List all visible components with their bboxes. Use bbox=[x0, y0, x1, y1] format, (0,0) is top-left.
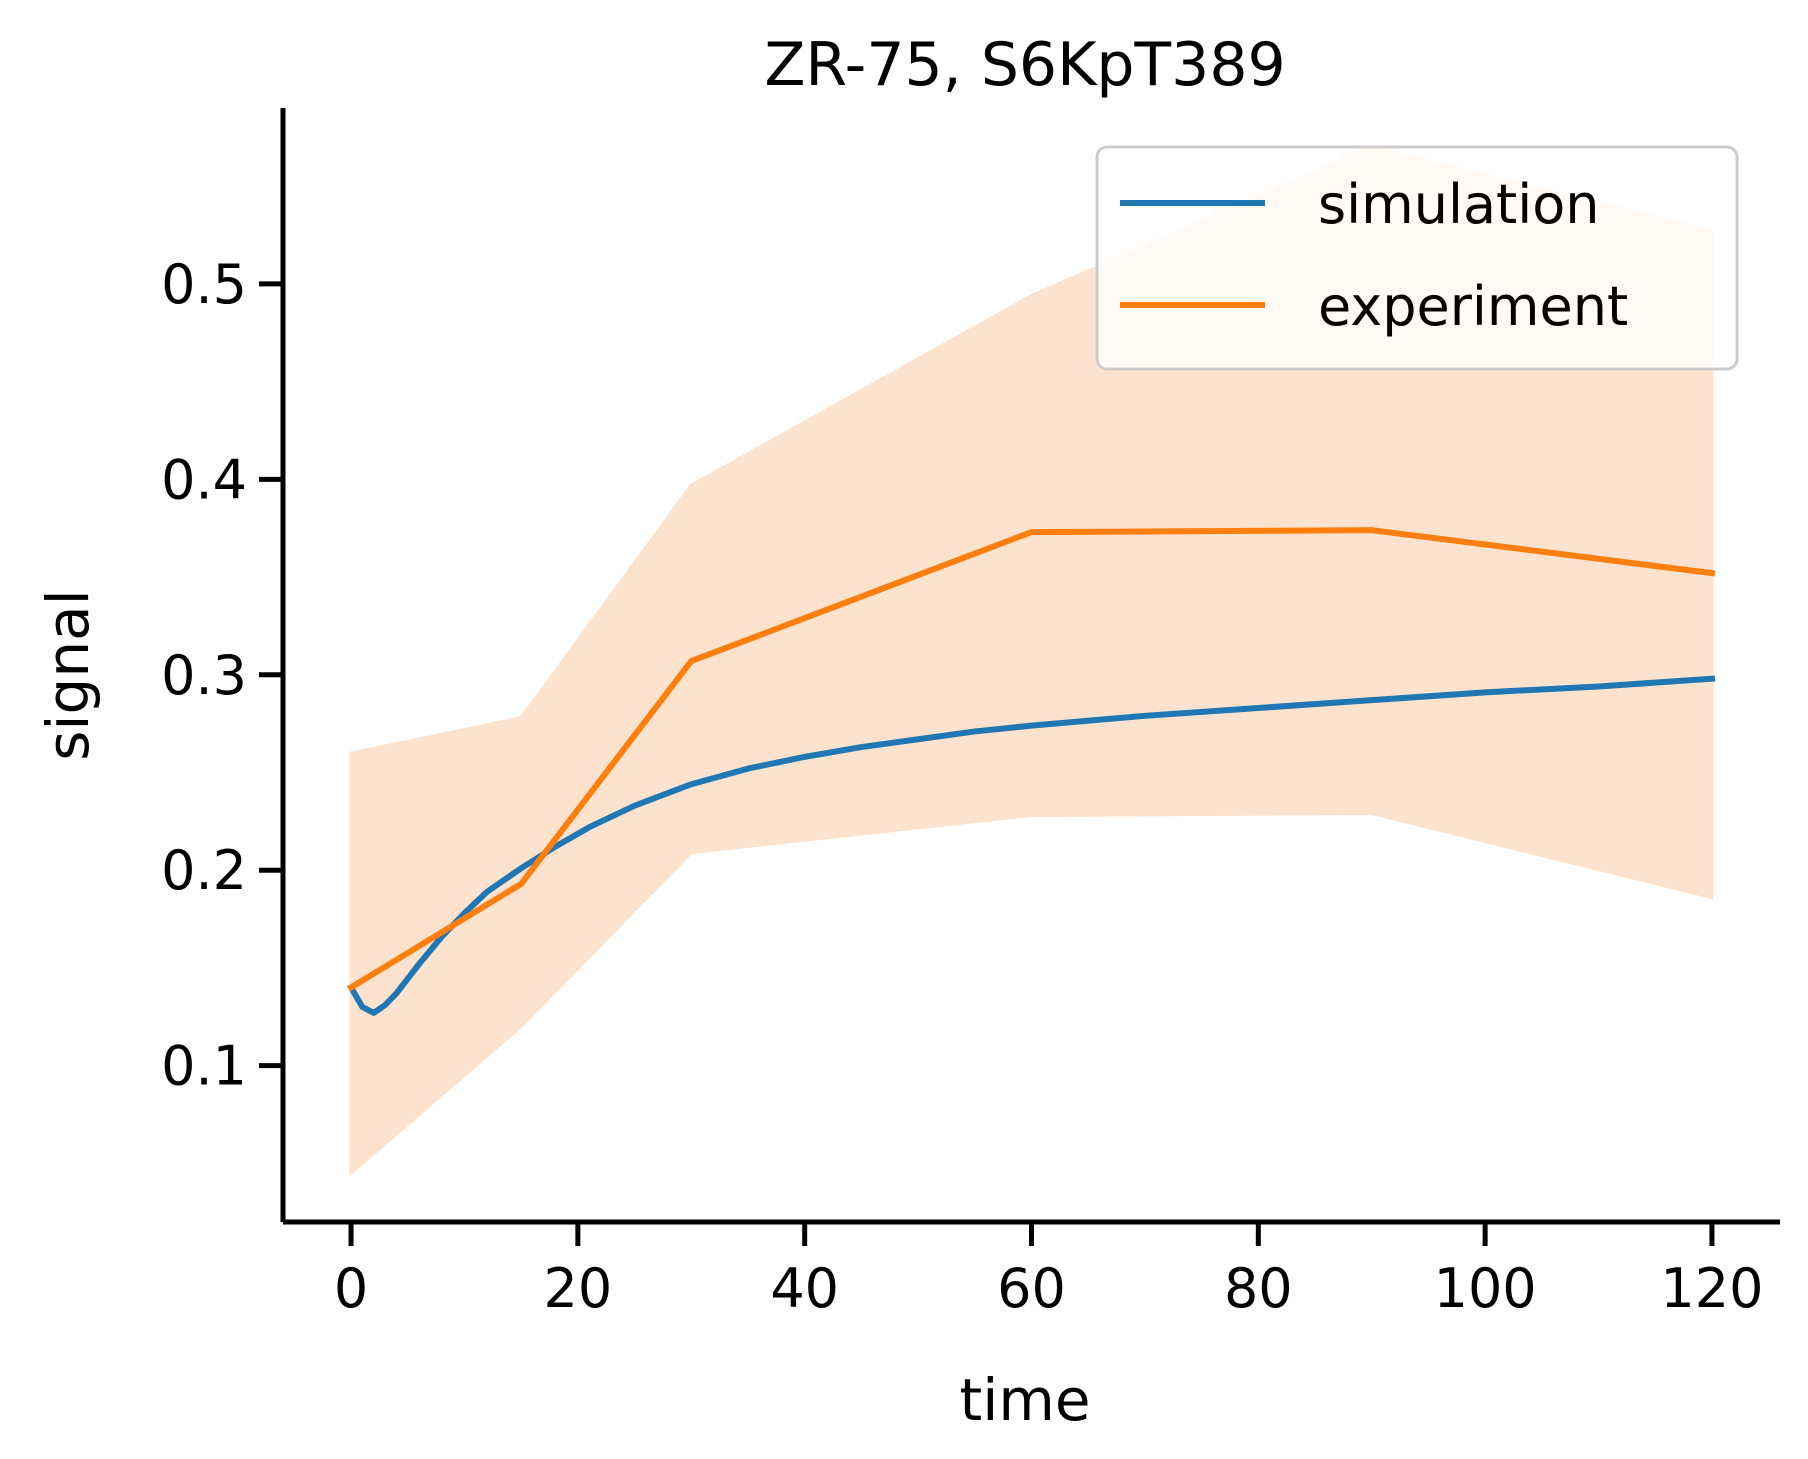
y-tick-label: 0.3 bbox=[161, 644, 247, 707]
x-tick-label: 40 bbox=[770, 1257, 839, 1320]
x-tick-label: 100 bbox=[1434, 1257, 1537, 1320]
series-layer bbox=[346, 527, 1716, 1016]
x-tick-label: 0 bbox=[334, 1257, 368, 1320]
y-tick-label: 0.2 bbox=[161, 839, 247, 902]
y-axis-title: signal bbox=[34, 589, 102, 761]
chart-title: ZR-75, S6KpT389 bbox=[764, 30, 1285, 100]
x-tick-label: 20 bbox=[544, 1257, 613, 1320]
confidence-band-experiment bbox=[349, 145, 1714, 1177]
y-tick-label: 0.4 bbox=[161, 448, 247, 511]
y-tick-label: 0.5 bbox=[161, 253, 247, 316]
legend: simulation experiment bbox=[1095, 145, 1739, 371]
x-tick-label: 80 bbox=[1224, 1257, 1293, 1320]
y-ticks: 0.1 0.2 0.3 0.4 0.5 bbox=[161, 253, 283, 1098]
legend-label-simulation: simulation bbox=[1318, 173, 1600, 236]
legend-label-experiment: experiment bbox=[1318, 275, 1628, 338]
x-tick-label: 120 bbox=[1660, 1257, 1763, 1320]
series-line-simulation bbox=[346, 675, 1716, 1016]
x-axis-title: time bbox=[959, 1366, 1090, 1434]
band-layer bbox=[349, 145, 1714, 1177]
x-ticks: 0 20 40 60 80 100 120 bbox=[334, 1222, 1763, 1320]
x-tick-label: 60 bbox=[997, 1257, 1066, 1320]
series-line-experiment bbox=[346, 527, 1716, 992]
y-tick-label: 0.1 bbox=[161, 1035, 247, 1098]
